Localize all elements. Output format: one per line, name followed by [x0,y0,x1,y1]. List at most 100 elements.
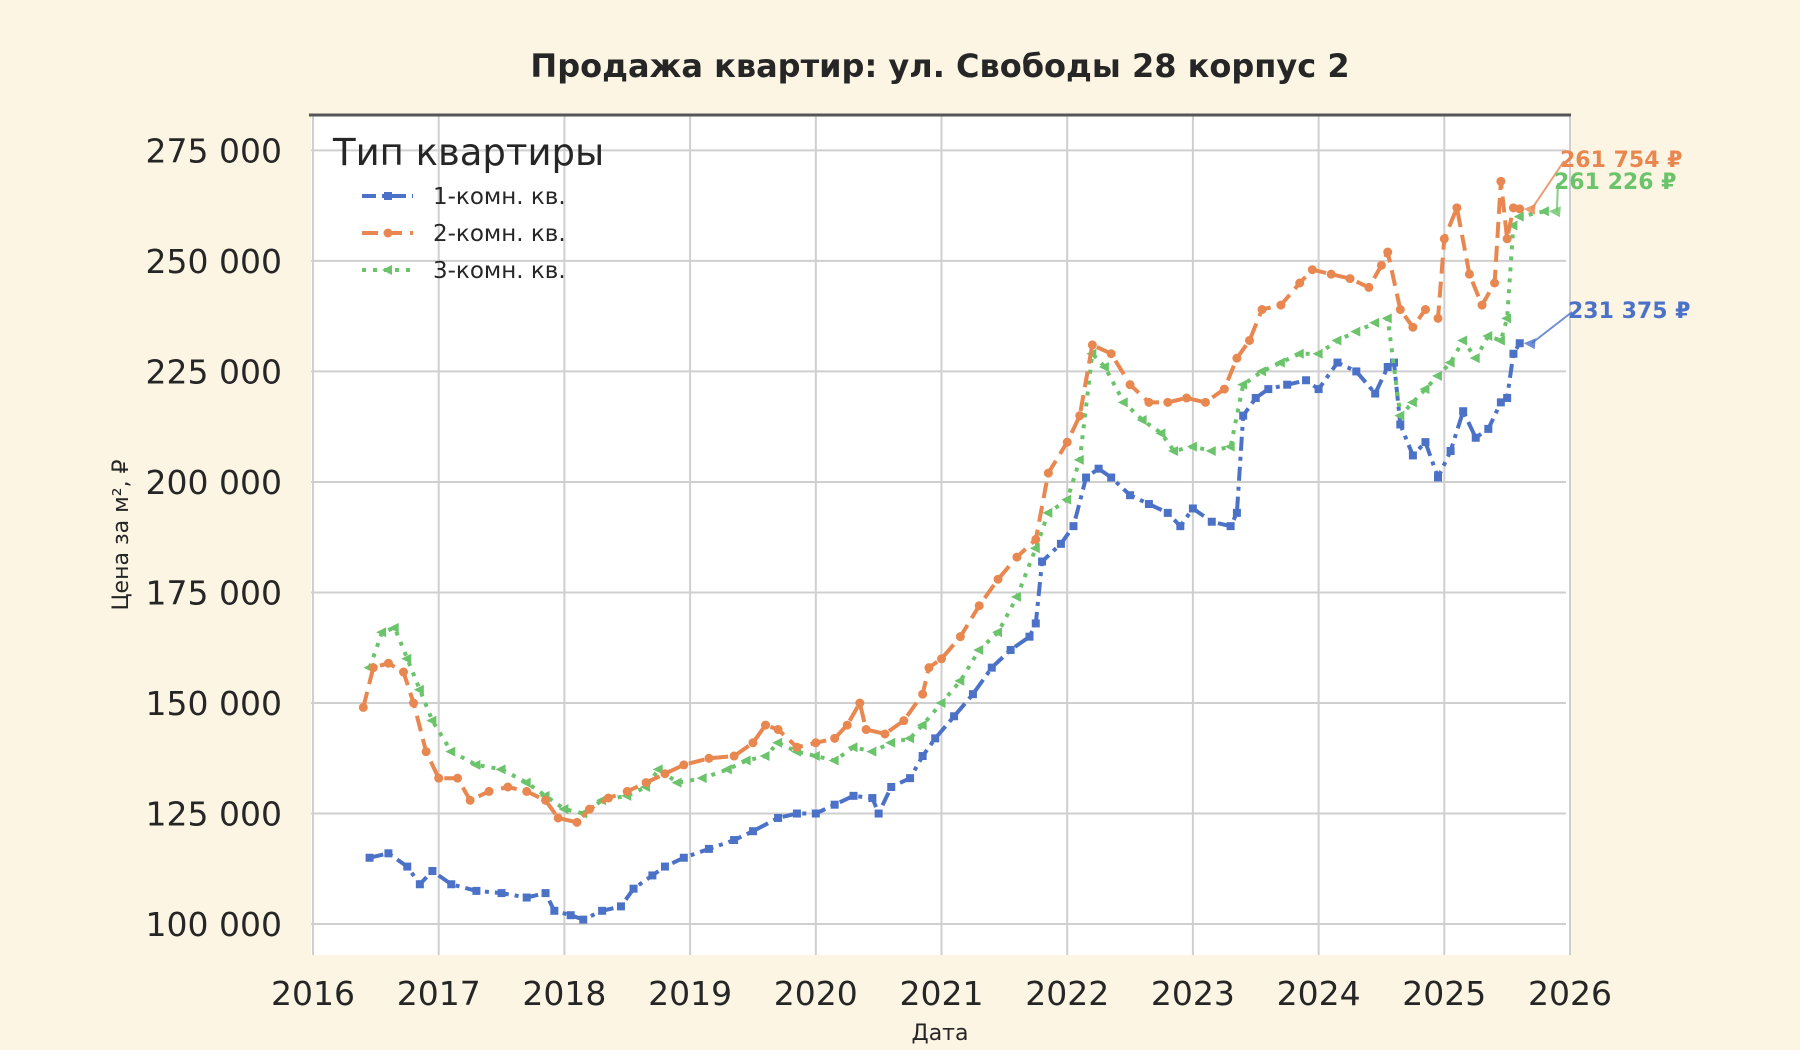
data-point [1444,357,1455,368]
data-point [696,773,707,784]
data-point [409,698,419,708]
data-point [1117,397,1128,408]
data-point [906,774,915,783]
data-point [1237,379,1248,390]
data-point [1396,420,1405,429]
data-point [413,684,424,695]
data-point [403,862,412,871]
data-point [520,777,531,788]
data-point [842,720,852,730]
data-point [470,759,481,770]
data-point [993,574,1003,584]
y-tick-label: 100 000 [146,905,282,944]
data-point [1502,234,1512,244]
data-point [558,804,569,815]
data-point [1515,204,1525,214]
legend-label: 1-комн. кв. [433,184,566,210]
data-point [1406,397,1417,408]
data-point [1394,410,1405,421]
data-point [652,764,663,775]
data-point [1331,335,1342,346]
data-point [1239,411,1248,420]
end-label-arrowhead [1523,338,1536,350]
data-point [748,827,757,836]
data-point [622,786,632,796]
data-point [484,786,494,796]
data-point [1226,522,1235,531]
end-label-3: 261 226 ₽ [1548,170,1676,218]
data-point [1484,424,1493,433]
data-point [1432,370,1443,381]
data-point [1276,300,1286,310]
data-point [987,663,996,672]
data-point [1107,473,1116,482]
data-point [572,817,582,827]
data-point [861,725,871,735]
data-point [1302,376,1311,385]
data-point [1163,508,1172,517]
data-point [465,795,475,805]
data-point [1006,645,1015,654]
end-label-arrow [1531,311,1573,345]
data-point [660,769,670,779]
data-point [761,720,771,730]
data-point [1224,441,1235,452]
legend-marker [384,192,392,200]
data-point [937,654,946,664]
data-point [1163,397,1173,407]
data-point [950,712,959,721]
end-label-text: 261 754 ₽ [1560,148,1682,173]
data-point [868,794,877,803]
end-labels: 231 375 ₽ 261 754 ₽261 226 ₽ [1523,148,1690,350]
data-point [849,791,858,800]
data-point [1062,437,1072,447]
end-label-1: 231 375 ₽ [1523,299,1690,350]
data-point [598,906,607,915]
data-point [1452,203,1462,213]
data-point [855,698,865,708]
data-point [1312,348,1323,359]
legend-marker [382,265,392,275]
data-point [679,853,688,862]
y-tick-label: 200 000 [146,463,282,502]
data-point [792,809,801,818]
x-tick-label: 2020 [774,974,858,1013]
data-point [830,733,840,743]
data-point [1098,362,1109,372]
data-point [585,804,595,814]
data-point [1513,211,1524,222]
data-point [648,871,657,880]
data-point [1326,269,1336,279]
data-point [899,716,909,726]
y-axis-label: Цена за м², ₽ [109,459,134,610]
data-point [1257,305,1267,315]
data-point [1042,507,1053,518]
x-tick-label: 2025 [1402,974,1486,1013]
data-point [376,627,387,638]
data-point [1012,552,1022,562]
data-point [1420,305,1430,315]
data-point [1144,500,1153,509]
data-point [495,764,506,775]
data-point [1509,349,1518,358]
data-point [1457,335,1468,346]
data-point [1168,446,1179,456]
data-point [880,729,890,739]
data-point [1082,473,1091,482]
data-point [1345,274,1355,284]
data-point [1069,522,1078,531]
data-point [1482,331,1493,342]
data-point [1061,494,1072,505]
data-point [1464,269,1474,279]
data-point [1469,353,1480,364]
data-point [445,746,456,757]
data-point [1395,305,1405,315]
end-label-2: 261 754 ₽ [1523,148,1682,215]
x-axis: 2016 2017 2018 2019 2020 2021 2022 2023 2024 2025… [271,974,1612,1013]
data-point [992,627,1003,638]
data-point [1314,385,1323,394]
data-point [955,632,965,642]
data-point [704,753,714,763]
data-point [1244,335,1254,345]
data-point [388,622,399,633]
